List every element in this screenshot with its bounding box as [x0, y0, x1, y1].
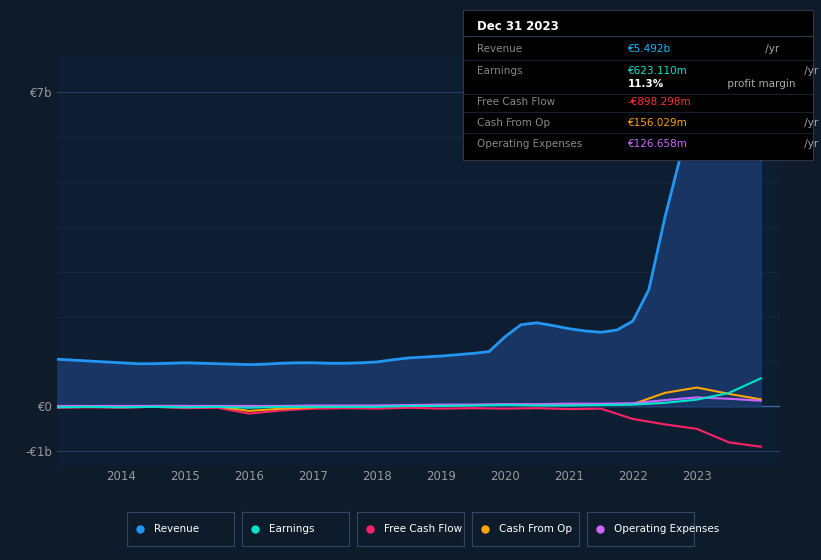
Text: /yr: /yr: [800, 139, 818, 149]
Text: profit margin: profit margin: [724, 79, 796, 89]
Text: /yr: /yr: [800, 66, 818, 76]
Text: -€898.298m: -€898.298m: [627, 97, 691, 107]
Text: Operating Expenses: Operating Expenses: [477, 139, 582, 149]
Text: Free Cash Flow: Free Cash Flow: [384, 524, 462, 534]
Text: Cash From Op: Cash From Op: [477, 118, 550, 128]
Text: 11.3%: 11.3%: [627, 79, 663, 89]
Text: Free Cash Flow: Free Cash Flow: [477, 97, 555, 107]
Text: €5.492b: €5.492b: [627, 44, 671, 54]
Text: /yr: /yr: [800, 118, 818, 128]
Text: Revenue: Revenue: [154, 524, 199, 534]
Text: Dec 31 2023: Dec 31 2023: [477, 21, 559, 34]
Text: Operating Expenses: Operating Expenses: [614, 524, 719, 534]
Text: /yr: /yr: [820, 97, 821, 107]
Text: /yr: /yr: [762, 44, 779, 54]
Text: €126.658m: €126.658m: [627, 139, 687, 149]
Text: Earnings: Earnings: [477, 66, 522, 76]
Text: €623.110m: €623.110m: [627, 66, 687, 76]
Text: Cash From Op: Cash From Op: [499, 524, 571, 534]
Text: Revenue: Revenue: [477, 44, 522, 54]
Text: €156.029m: €156.029m: [627, 118, 687, 128]
Text: Earnings: Earnings: [268, 524, 314, 534]
